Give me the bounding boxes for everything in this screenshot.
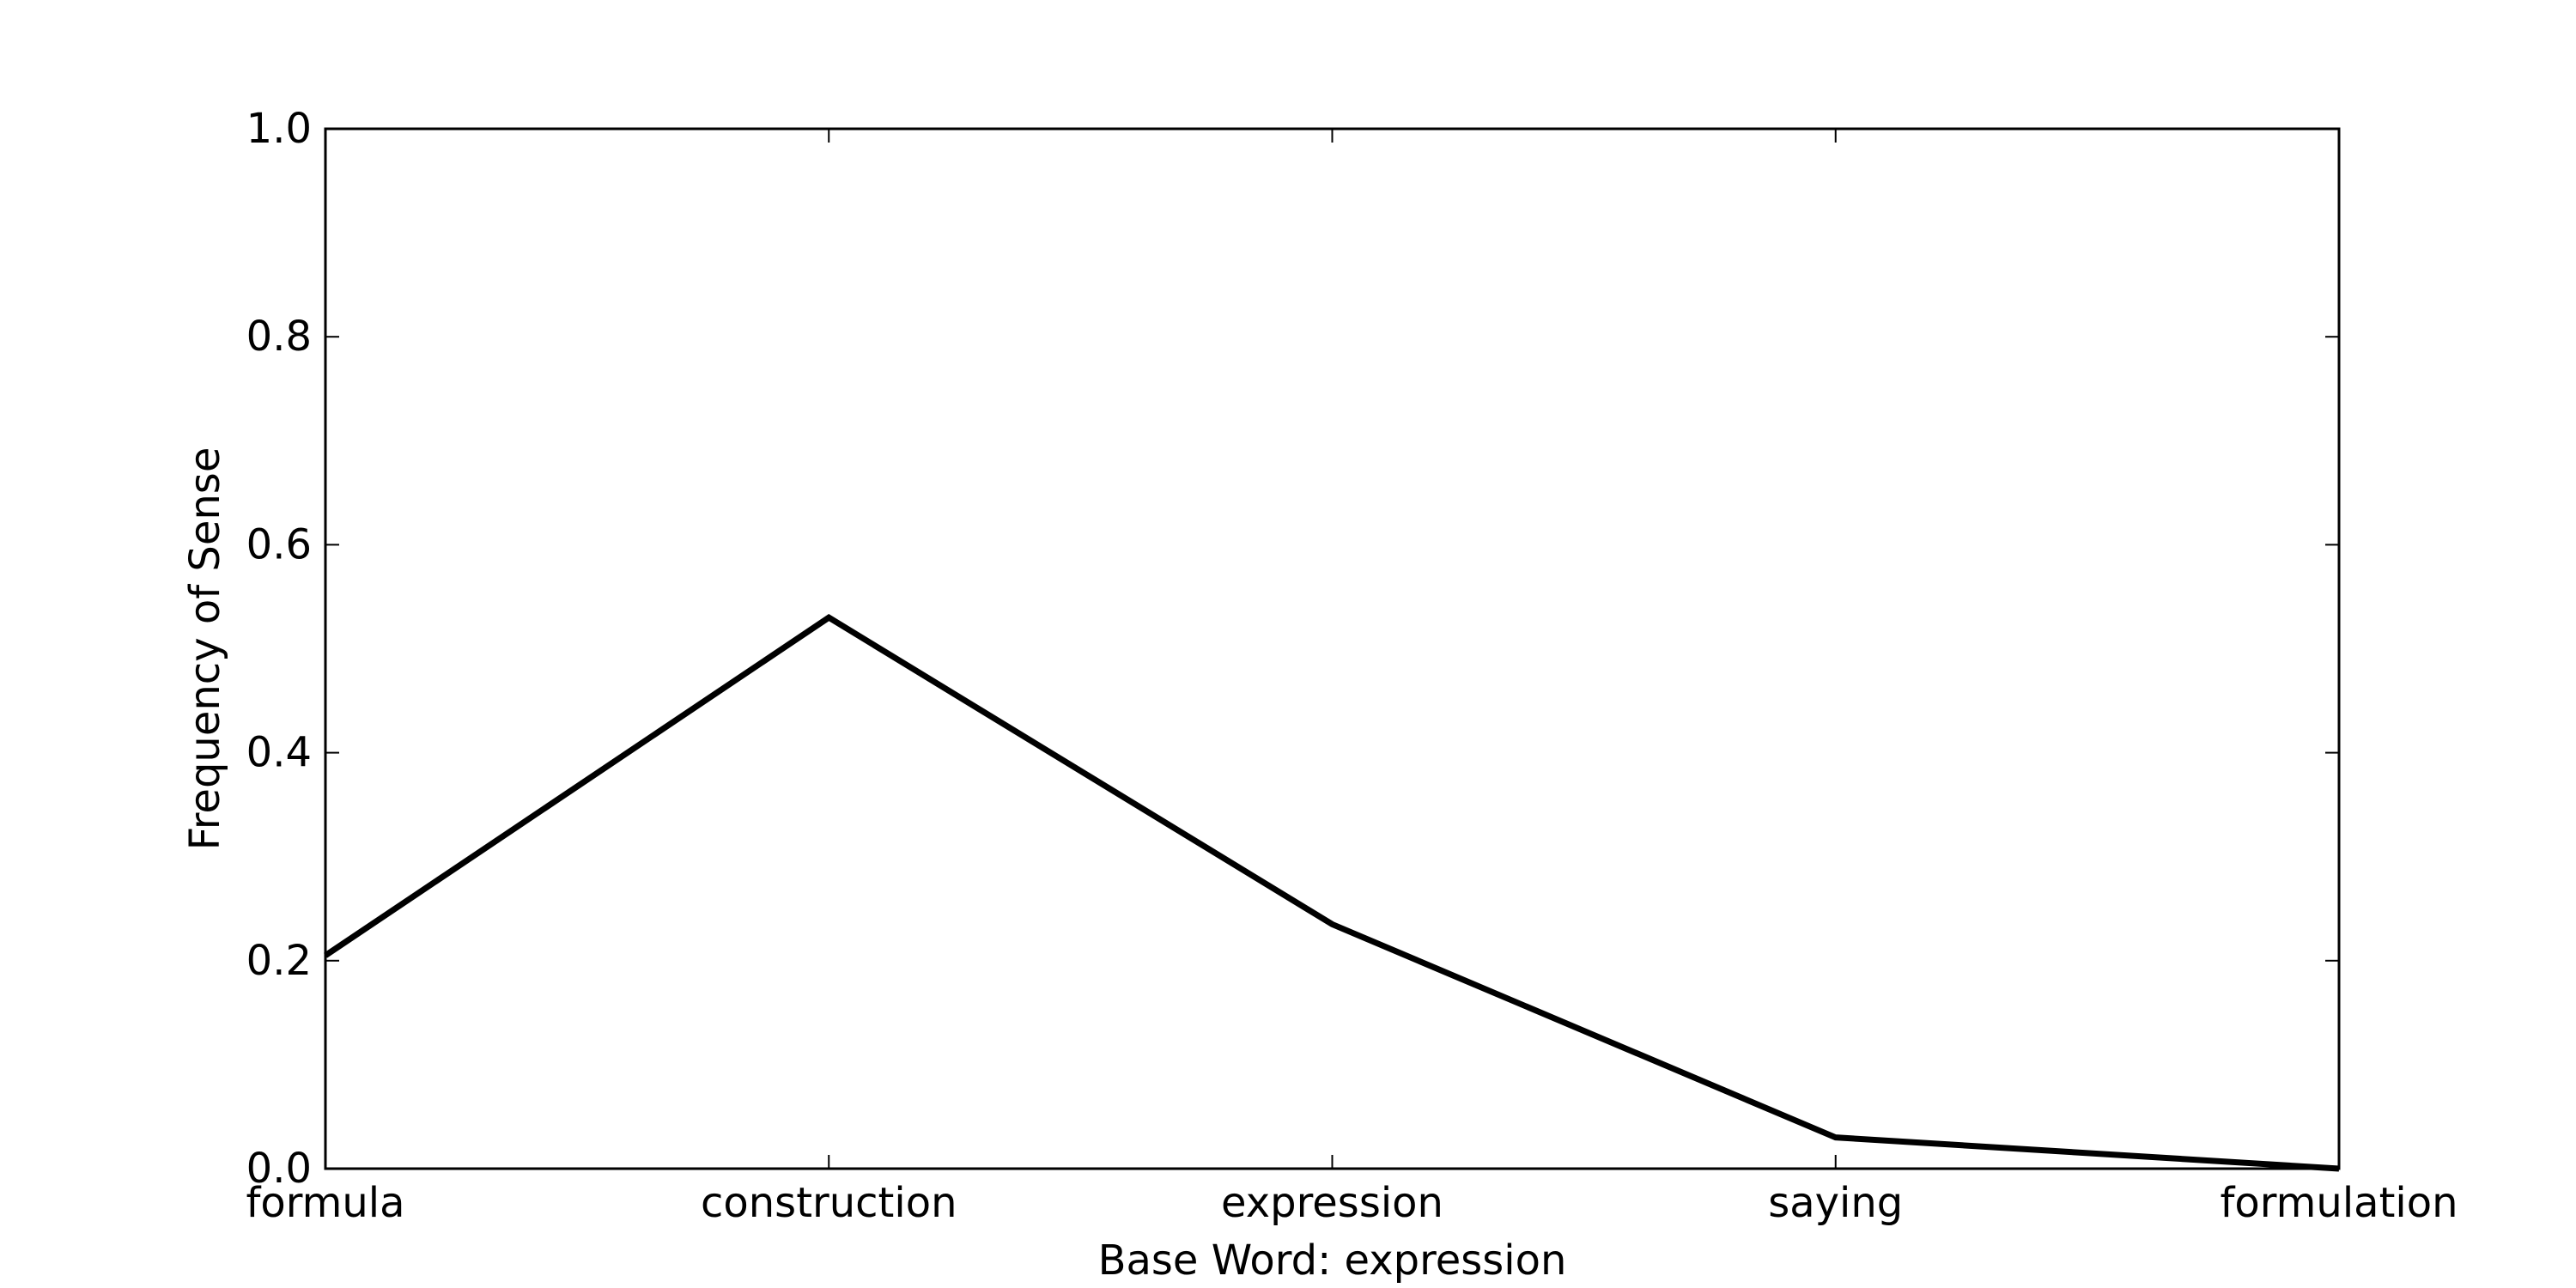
- y-axis-ticks: 0.0 0.2 0.4 0.6 0.8 1.0: [246, 105, 2339, 1193]
- y-tick-label: 0.8: [246, 313, 312, 361]
- y-axis-label: Frequency of Sense: [181, 447, 229, 851]
- x-tick-label: saying: [1768, 1179, 1903, 1227]
- y-tick-label: 0.4: [246, 729, 312, 777]
- y-tick-label: 0.0: [246, 1145, 312, 1193]
- x-tick-label: expression: [1221, 1179, 1443, 1227]
- x-tick-label: formula: [246, 1179, 404, 1227]
- x-axis-label: Base Word: expression: [1098, 1236, 1567, 1285]
- x-axis-ticks: formula construction expression saying formu…: [246, 129, 2458, 1227]
- series-line: [324, 614, 2340, 1172]
- x-tick-label: construction: [701, 1179, 957, 1227]
- plot-frame: [324, 127, 2341, 1170]
- y-tick-label: 0.6: [246, 520, 312, 568]
- y-tick-label: 0.2: [246, 937, 312, 985]
- y-tick-label: 1.0: [246, 105, 312, 153]
- x-tick-label: formulation: [2220, 1179, 2458, 1227]
